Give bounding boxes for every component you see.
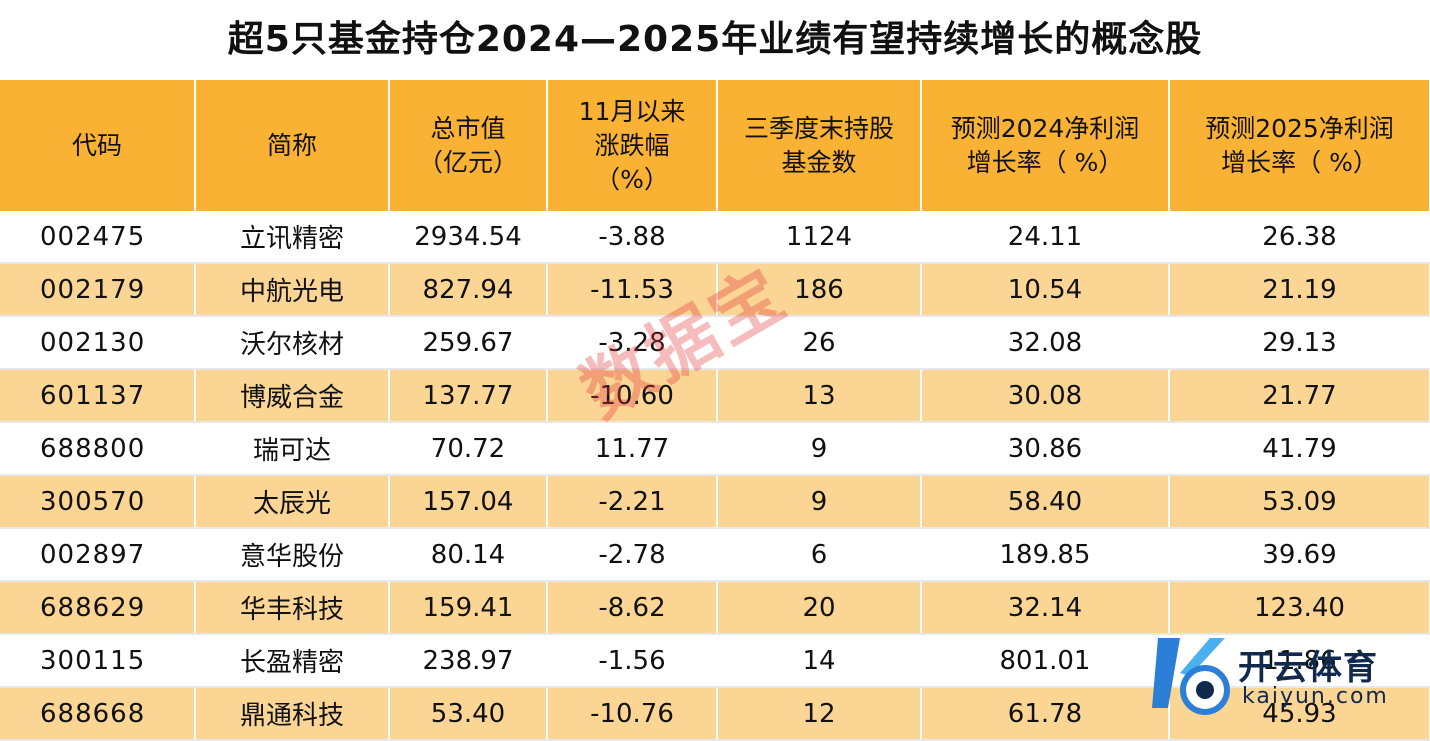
cell-name: 沃尔核材 <box>195 316 390 370</box>
cell-change: 11.77 <box>547 422 718 476</box>
cell-fund-count: 1124 <box>717 211 922 264</box>
cell-change: -3.88 <box>547 211 718 264</box>
header-market-cap: 总市值 （亿元） <box>389 80 548 211</box>
cell-code: 002179 <box>0 263 196 317</box>
header-code: 代码 <box>0 80 196 211</box>
cell-code: 002130 <box>0 316 196 370</box>
cell-market-cap: 157.04 <box>389 475 548 529</box>
cell-growth-2025: 53.09 <box>1169 475 1430 529</box>
cell-code: 300115 <box>0 634 196 688</box>
cell-code: 688668 <box>0 687 196 741</box>
header-change: 11月以来 涨跌幅 （%） <box>547 80 718 211</box>
cell-name: 意华股份 <box>195 528 390 582</box>
cell-growth-2024: 10.54 <box>921 263 1170 317</box>
cell-market-cap: 2934.54 <box>389 211 548 264</box>
cell-fund-count: 13 <box>717 369 922 423</box>
cell-name: 中航光电 <box>195 263 390 317</box>
cell-growth-2025: 21.77 <box>1169 369 1430 423</box>
table-body: 002475 立讯精密 2934.54 -3.88 1124 24.11 26.38 0021… <box>0 211 1430 741</box>
cell-change: -3.28 <box>547 316 718 370</box>
cell-growth-2025: 41.79 <box>1169 422 1430 476</box>
cell-growth-2024: 30.86 <box>921 422 1170 476</box>
cell-growth-2025: 26.38 <box>1169 211 1430 264</box>
table-row: 601137 博威合金 137.77 -10.60 13 30.08 21.77 <box>0 369 1430 423</box>
cell-code: 688800 <box>0 422 196 476</box>
cell-growth-2024: 32.14 <box>921 581 1170 635</box>
cell-growth-2024: 58.40 <box>921 475 1170 529</box>
kaiyun-logo-icon <box>1152 638 1230 715</box>
cell-market-cap: 238.97 <box>389 634 548 688</box>
cell-code: 002475 <box>0 211 196 264</box>
cell-fund-count: 186 <box>717 263 922 317</box>
cell-growth-2025: 123.40 <box>1169 581 1430 635</box>
cell-name: 太辰光 <box>195 475 390 529</box>
cell-name: 长盈精密 <box>195 634 390 688</box>
table-row: 002897 意华股份 80.14 -2.78 6 189.85 39.69 <box>0 528 1430 582</box>
cell-change: -11.53 <box>547 263 718 317</box>
cell-code: 688629 <box>0 581 196 635</box>
stock-table: 代码 简称 总市值 （亿元） 11月以来 涨跌幅 （%） 三季度末持股 基金数 预测20… <box>0 80 1430 741</box>
cell-change: -8.62 <box>547 581 718 635</box>
table-row: 002179 中航光电 827.94 -11.53 186 10.54 21.19 <box>0 263 1430 317</box>
cell-growth-2025: 29.13 <box>1169 316 1430 370</box>
table-header-row: 代码 简称 总市值 （亿元） 11月以来 涨跌幅 （%） 三季度末持股 基金数 预测20… <box>0 80 1430 211</box>
header-name: 简称 <box>195 80 390 211</box>
table-row: 300570 太辰光 157.04 -2.21 9 58.40 53.09 <box>0 475 1430 529</box>
cell-market-cap: 80.14 <box>389 528 548 582</box>
cell-growth-2024: 189.85 <box>921 528 1170 582</box>
cell-growth-2024: 24.11 <box>921 211 1170 264</box>
cell-change: -10.76 <box>547 687 718 741</box>
cell-market-cap: 137.77 <box>389 369 548 423</box>
cell-fund-count: 9 <box>717 475 922 529</box>
cell-change: -2.78 <box>547 528 718 582</box>
cell-market-cap: 159.41 <box>389 581 548 635</box>
cell-fund-count: 20 <box>717 581 922 635</box>
table-row: 688629 华丰科技 159.41 -8.62 20 32.14 123.40 <box>0 581 1430 635</box>
cell-change: -2.21 <box>547 475 718 529</box>
logo-url: kaiyun.com <box>1242 684 1389 709</box>
table-row: 002475 立讯精密 2934.54 -3.88 1124 24.11 26.38 <box>0 211 1430 264</box>
cell-growth-2024: 801.01 <box>921 634 1170 688</box>
cell-name: 立讯精密 <box>195 211 390 264</box>
table-row: 002130 沃尔核材 259.67 -3.28 26 32.08 29.13 <box>0 316 1430 370</box>
header-growth-2024: 预测2024净利润 增长率（ %） <box>921 80 1170 211</box>
cell-growth-2025: 39.69 <box>1169 528 1430 582</box>
cell-fund-count: 26 <box>717 316 922 370</box>
cell-fund-count: 14 <box>717 634 922 688</box>
cell-growth-2025: 21.19 <box>1169 263 1430 317</box>
brand-logo: 开云体育 kaiyun.com <box>1150 628 1430 728</box>
cell-growth-2024: 32.08 <box>921 316 1170 370</box>
page-title: 超5只基金持仓2024—2025年业绩有望持续增长的概念股 <box>227 19 1203 60</box>
cell-code: 300570 <box>0 475 196 529</box>
cell-code: 601137 <box>0 369 196 423</box>
cell-fund-count: 6 <box>717 528 922 582</box>
cell-growth-2024: 30.08 <box>921 369 1170 423</box>
cell-name: 鼎通科技 <box>195 687 390 741</box>
cell-change: -10.60 <box>547 369 718 423</box>
cell-change: -1.56 <box>547 634 718 688</box>
cell-fund-count: 12 <box>717 687 922 741</box>
cell-market-cap: 259.67 <box>389 316 548 370</box>
cell-market-cap: 53.40 <box>389 687 548 741</box>
cell-name: 华丰科技 <box>195 581 390 635</box>
header-fund-count: 三季度末持股 基金数 <box>717 80 922 211</box>
logo-name: 开云体育 <box>1238 648 1378 688</box>
cell-name: 瑞可达 <box>195 422 390 476</box>
table-row: 688800 瑞可达 70.72 11.77 9 30.86 41.79 <box>0 422 1430 476</box>
cell-name: 博威合金 <box>195 369 390 423</box>
cell-fund-count: 9 <box>717 422 922 476</box>
cell-market-cap: 827.94 <box>389 263 548 317</box>
cell-growth-2024: 61.78 <box>921 687 1170 741</box>
cell-market-cap: 70.72 <box>389 422 548 476</box>
cell-code: 002897 <box>0 528 196 582</box>
header-growth-2025: 预测2025净利润 增长率（ %） <box>1169 80 1430 211</box>
